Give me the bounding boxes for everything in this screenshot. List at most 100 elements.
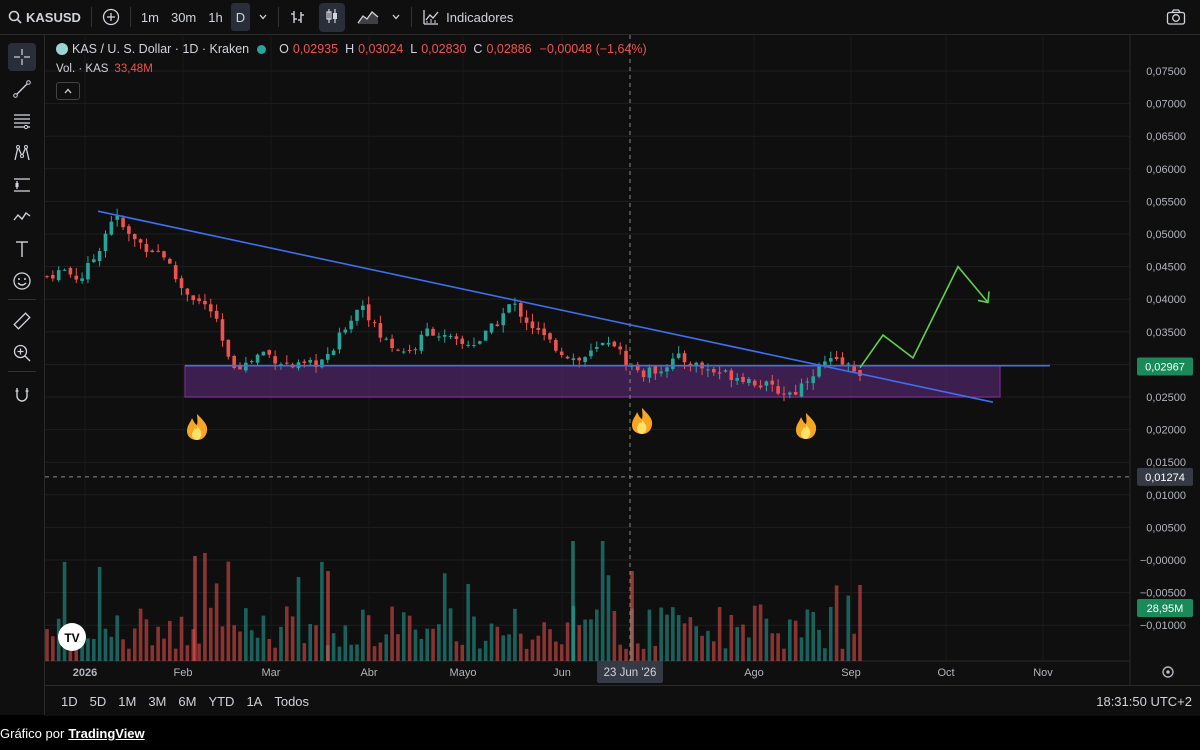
candle-body (518, 303, 523, 317)
candle-body (396, 349, 400, 351)
volume-bar (577, 625, 582, 661)
range-5d[interactable]: 5D (89, 693, 107, 709)
area-type-button[interactable] (351, 0, 385, 34)
volume-bar (378, 642, 383, 661)
candle-body (173, 265, 178, 280)
candle-body (788, 392, 792, 395)
chevron-up-icon (64, 88, 72, 94)
chart-type-dropdown[interactable] (385, 0, 407, 34)
price-tick-label: 0,03500 (1146, 327, 1186, 339)
volume-bar (472, 616, 476, 661)
price-tick-label: 0,02500 (1146, 392, 1186, 404)
range-1d[interactable]: 1D (61, 693, 78, 709)
volume-bar (244, 608, 248, 661)
candle-body (483, 330, 488, 341)
range-1m[interactable]: 1M (118, 693, 137, 709)
candle-body (56, 270, 61, 281)
volume-bar (752, 605, 757, 661)
range-todos[interactable]: Todos (274, 693, 310, 709)
volume-bar (507, 634, 511, 661)
symbol-search[interactable]: KASUSD (0, 0, 87, 34)
volume-bar (776, 633, 780, 661)
candle-body (109, 221, 114, 235)
measure-tool[interactable] (10, 173, 34, 197)
clock[interactable]: 18:31:50 UTC+2 (1096, 693, 1192, 709)
volume-bar (162, 638, 166, 661)
candle-type-button[interactable] (313, 0, 351, 34)
volume-bar (735, 627, 739, 661)
range-6m[interactable]: 6M (178, 693, 197, 709)
indicators-button[interactable]: Indicadores (416, 0, 519, 34)
fire-icon (187, 414, 208, 440)
interval-1m[interactable]: 1m (140, 9, 159, 25)
range-1a[interactable]: 1A (246, 693, 263, 709)
brush-tool[interactable] (10, 205, 34, 229)
snapshot-button[interactable] (1160, 0, 1192, 34)
interval-d[interactable]: D (230, 3, 251, 31)
trendline-tool[interactable] (10, 77, 34, 101)
fib-tool[interactable] (10, 109, 34, 133)
candle-body (168, 258, 172, 264)
candle-body (331, 350, 336, 355)
chart-pane[interactable]: TV 0,07500 0,07000 0,06500 0,06000 0,05500 0,… (45, 35, 1200, 715)
volume-bar (495, 626, 500, 661)
divider (8, 299, 36, 300)
candle-body (343, 329, 348, 333)
crosshair-time-label: 23 Jun '26 (604, 667, 657, 679)
candle-body (624, 350, 628, 366)
volume-bar (220, 626, 225, 661)
volume-bar (249, 630, 254, 661)
interval-1h[interactable]: 1h (208, 9, 223, 25)
credit-brand[interactable]: TradingView (68, 725, 145, 741)
candle-body (401, 351, 406, 353)
collapse-legend-button[interactable] (56, 82, 80, 100)
time-axis[interactable]: 2026 Feb Mar Abr Mayo Jun 23 Jun '26 Ago Sep Oct N… (73, 661, 1174, 683)
magnet-tool[interactable] (10, 383, 34, 407)
volume-bar (489, 623, 494, 661)
volume-bar (454, 641, 459, 661)
emoji-tool[interactable] (10, 269, 34, 293)
grid (45, 35, 1131, 685)
candle-body (548, 333, 552, 340)
volume-bar (805, 609, 810, 661)
fib-icon (14, 114, 30, 130)
plus-icon (102, 8, 120, 26)
candle-body (115, 215, 119, 220)
volume-bar (518, 633, 523, 661)
candle-body (437, 336, 441, 338)
volume-bar (173, 648, 178, 661)
legend-title: KAS / U. S. Dollar · 1D · Kraken (72, 42, 250, 56)
pattern-tool[interactable] (10, 141, 34, 165)
time-tick-label: Ago (744, 667, 764, 679)
candle-body (466, 344, 470, 346)
candle-body (606, 342, 611, 345)
volume-bar (185, 645, 190, 661)
high-label: H (345, 42, 355, 56)
text-tool[interactable] (10, 237, 34, 261)
compare-button[interactable] (96, 0, 126, 34)
volume-bar (62, 561, 67, 661)
candle-body (641, 370, 646, 378)
volume-bar (542, 622, 546, 661)
watermark-glyph: TV (64, 631, 79, 645)
camera-icon (1166, 9, 1186, 25)
volume-bar (232, 625, 236, 661)
candle-body (419, 334, 424, 351)
interval-30m[interactable]: 30m (170, 9, 197, 25)
close-label: C (473, 42, 483, 56)
crosshair-tool[interactable] (8, 43, 36, 71)
range-3m[interactable]: 3M (148, 693, 167, 709)
candle-body (741, 376, 745, 383)
candle-body (665, 367, 669, 372)
interval-dropdown[interactable] (252, 0, 274, 34)
candle-body (782, 393, 786, 395)
price-axis[interactable]: 0,07500 0,07000 0,06500 0,06000 0,05500 0,050… (1137, 66, 1193, 632)
chart-svg[interactable]: TV 0,075000,070000,065000,060000,055000,… (45, 35, 1200, 685)
volume-bar (834, 585, 839, 661)
range-ytd[interactable]: YTD (208, 693, 235, 709)
ruler-tool[interactable] (10, 309, 34, 333)
volume-bar (764, 618, 769, 661)
zoom-tool[interactable] (10, 341, 34, 365)
candle-body (150, 250, 155, 253)
bar-type-button[interactable] (283, 0, 313, 34)
